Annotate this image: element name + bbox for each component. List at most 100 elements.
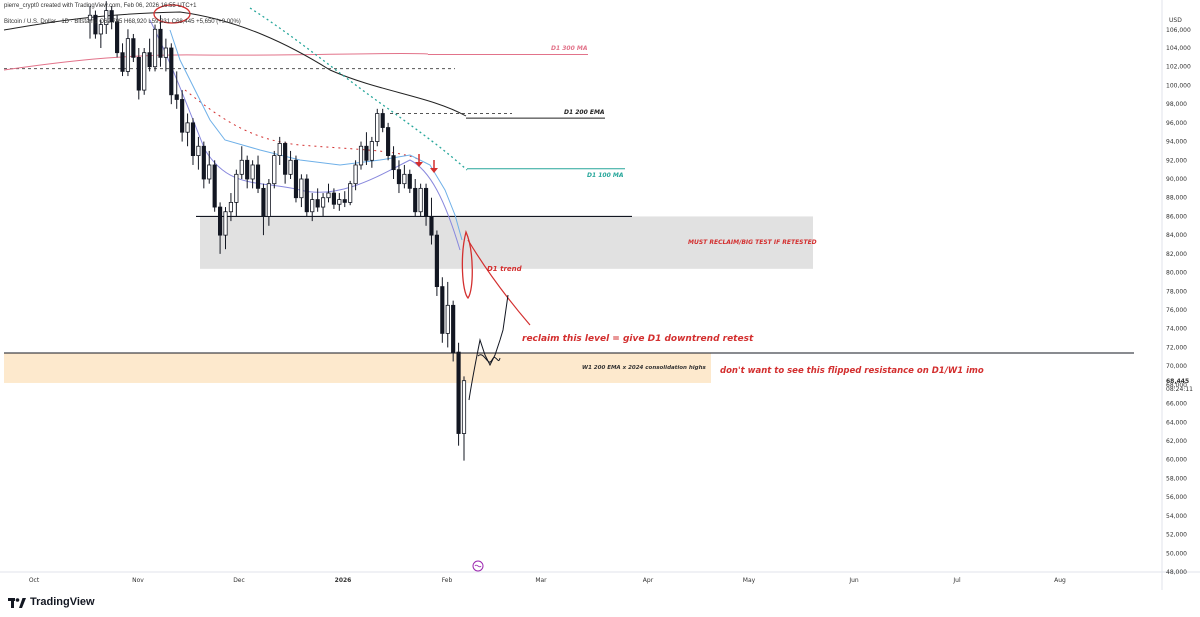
price-tick-label: 100,000 [1166,82,1191,89]
candle-body [423,187,429,217]
footer: TradingView [0,590,1200,617]
d1-100ma-label: D1 100 MA [587,172,624,179]
candle-body [190,122,196,157]
candle-body [239,159,244,175]
price-tick-label: 70,000 [1166,363,1187,370]
candle-body [131,38,136,58]
down-arrow-1 [415,154,423,167]
candle-body [456,351,461,434]
candle-body [304,178,309,213]
time-tick-label: Dec [233,577,245,584]
candle-body [115,21,120,54]
candle-body [440,286,445,334]
time-tick-label: 2026 [335,577,352,584]
price-tick-label: 82,000 [1166,251,1187,258]
top-red-circle [153,4,191,24]
price-axis[interactable]: USD 106,000 104,000 102,000 100,000 98,000 9… [1166,17,1191,576]
price-tick-label: 84,000 [1166,232,1187,239]
candle-body [174,94,179,100]
w1-zone [4,353,711,383]
time-tick-label: Nov [132,577,144,584]
price-tick-label: 78,000 [1166,288,1187,295]
candle-body [93,14,98,35]
time-tick-label: May [743,577,756,584]
candle-body [234,173,239,203]
candle-body [461,380,467,434]
price-tick-label: 92,000 [1166,157,1187,164]
d1-200ema-label: D1 200 EMA [564,109,605,116]
candle-body [331,192,336,205]
red-ellipse-wick [461,230,473,299]
price-tick-label: 64,000 [1166,419,1187,426]
candle-body [136,56,141,91]
tradingview-logo[interactable]: TradingView [8,596,95,608]
d1-trend-label: D1 trend [487,265,523,273]
w1-zone-label: W1 200 EMA x 2024 consolidation highs [582,365,706,371]
reclaim-zone [200,216,813,269]
price-tick-label: 102,000 [1166,64,1191,71]
candle-body [429,216,434,236]
candle-body [98,24,103,35]
candle-body [342,199,347,203]
candle-body [261,187,266,217]
candle-body [163,47,168,58]
time-marker-icon[interactable] [472,560,484,572]
price-tick-label: 98,000 [1166,101,1187,108]
tradingview-logo-icon [8,596,26,608]
creator-line: pierre_crypt0 created with TradingView.c… [4,3,197,9]
candle-body [196,145,201,157]
price-tick-label: 86,000 [1166,213,1187,220]
d1-trend-line [467,239,531,326]
candle-body [228,201,234,213]
candle-body [315,199,320,208]
candle-body [201,145,206,180]
candle-body [125,38,131,72]
price-tick-label: 104,000 [1166,45,1191,52]
ma300-curve [3,52,429,71]
candle-body [407,173,412,189]
candle-body [283,143,288,175]
candle-body [299,178,304,199]
time-tick-label: Jul [952,577,961,584]
candle-body [266,183,271,217]
candle-body [109,10,114,23]
step-ma-curve [169,29,463,241]
price-chart[interactable]: D1 300 MA D1 200 EMA D1 100 MA MUST RECL… [0,0,1200,590]
price-tick-label: 72,000 [1166,344,1187,351]
candle-body [310,199,315,213]
candle-body [104,10,109,26]
price-axis-currency: USD [1169,17,1182,24]
price-tick-label: 62,000 [1166,438,1187,445]
candle-body [272,155,277,185]
candles-group [87,1,467,461]
time-axis[interactable]: Oct Nov Dec 2026 Feb Mar Apr May Jun Jul Aug [29,577,1066,584]
candle-body [87,14,93,21]
ema200-curve [3,11,467,117]
time-tick-label: Apr [643,577,654,584]
flipped-label: don't want to see this flipped resistanc… [720,366,984,376]
reclaim-label: reclaim this level = give D1 downtrend r… [522,334,754,344]
price-tick-label: 74,000 [1166,326,1187,333]
d1-300ma-label: D1 300 MA [551,45,588,52]
price-tick-label: 96,000 [1166,120,1187,127]
candle-body [152,28,158,68]
projection-wiggle [477,354,501,363]
price-tick-label: 76,000 [1166,307,1187,314]
candle-body [185,122,190,133]
candle-body [391,155,396,171]
must-reclaim-label: MUST RECLAIM/BIG TEST IF RETESTED [688,239,817,246]
candle-body [418,187,423,213]
time-tick-label: Feb [442,577,453,584]
candle-body [386,127,391,157]
price-tick-label: 52,000 [1166,532,1187,539]
time-tick-label: Oct [29,577,40,584]
price-tick-label: 56,000 [1166,494,1187,501]
candle-body [147,52,152,68]
candle-body [255,164,261,189]
candle-body [293,159,299,199]
price-tick-label: 80,000 [1166,270,1187,277]
candle-body [353,164,358,185]
time-tick-label: Jun [848,577,859,584]
candle-body [169,47,174,96]
candle-body [380,113,385,128]
